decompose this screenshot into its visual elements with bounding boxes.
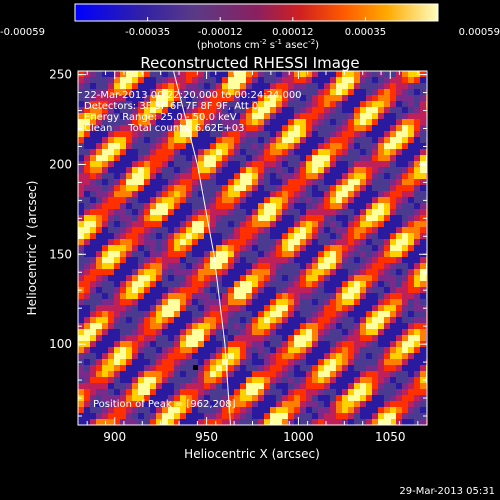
y-tick-label: 250 [49, 68, 72, 82]
footer-timestamp: 29-Mar-2013 05:31 [399, 486, 495, 497]
colorbar-tick-label: -0.00059 [0, 27, 45, 38]
annotation-peak-position: Position of Peak = [962,208] [93, 399, 236, 410]
heatmap-image [78, 71, 427, 425]
y-axis-label: Heliocentric Y (arcsec) [25, 181, 39, 316]
annotation-detectors: Detectors: 3F 5F 6F 7F 8F 9F, Att 0 [84, 101, 258, 112]
x-tick-label: 1050 [375, 430, 406, 444]
axis-ticks: 900 950 1000 1050 100 150 200 250 [49, 68, 427, 444]
colorbar-tick-label: 0.00012 [272, 27, 313, 38]
x-tick-label: 1000 [283, 430, 314, 444]
y-tick-label: 100 [49, 337, 72, 351]
colorbar-tick-label: -0.00035 [125, 27, 170, 38]
chart-title: Reconstructed RHESSI Image [140, 54, 359, 72]
y-tick-label: 150 [49, 247, 72, 261]
x-tick-label: 950 [195, 430, 218, 444]
colorbar-tick-label: 0.00059 [459, 27, 500, 38]
colorbar-ticks: -0.00059 -0.00035 -0.00012 0.00012 0.00035 0.… [0, 17, 500, 38]
colorbar: -0.00059 -0.00035 -0.00012 0.00012 0.00035 0.… [0, 3, 500, 51]
colorbar-unit-label: (photons cm-2 s-1 asec-2) [197, 38, 319, 51]
colorbar-gradient [74, 3, 439, 22]
annotation-energy-range: Energy Range: 25.0 - 50.0 keV [84, 112, 237, 123]
x-axis-label: Heliocentric X (arcsec) [184, 447, 320, 461]
colorbar-tick-label: 0.00035 [345, 27, 386, 38]
peak-marker [193, 364, 199, 370]
annotation-time-range: 22-Mar-2013 00:22:20.000 to 00:24:24.000 [84, 90, 302, 101]
annotation-method: Clean Total counts: 6.62E+03 [84, 123, 244, 134]
annotations: 22-Mar-2013 00:22:20.000 to 00:24:24.000… [84, 90, 302, 410]
solar-limb-curve [173, 70, 231, 426]
x-tick-label: 900 [103, 430, 126, 444]
colorbar-tick-label: -0.00012 [198, 27, 243, 38]
y-tick-label: 200 [49, 157, 72, 171]
